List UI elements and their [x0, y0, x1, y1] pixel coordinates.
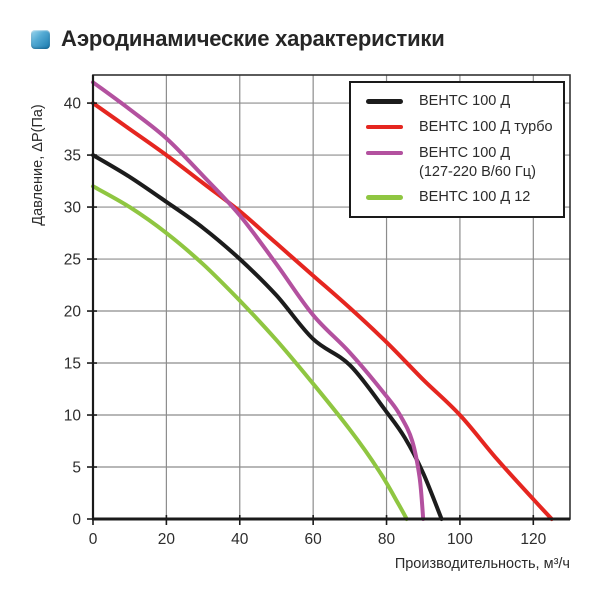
- chart-header: Аэродинамические характеристики: [31, 26, 445, 52]
- aerodynamic-chart: 0 20 40 60 80 100 120 0 5 10 15 20 25 30 35 40 Производ…: [0, 60, 600, 600]
- y-tick-label: 15: [64, 356, 81, 373]
- legend-label: ВЕНТС 100 Д (127-220 В/60 Гц): [419, 144, 536, 180]
- curve-3: [91, 80, 426, 521]
- chart-legend: ВЕНТС 100 Д ВЕНТС 100 Д турбо ВЕНТС 100 Д(…: [349, 81, 565, 219]
- legend-line-swatch: [366, 195, 403, 200]
- y-tick-label: 20: [64, 304, 82, 321]
- legend-item-3: ВЕНТС 100 Д (127-220 В/60 Гц): [351, 144, 553, 182]
- legend-line-swatch: [366, 99, 403, 104]
- x-tick-label: 60: [305, 531, 323, 548]
- y-tick-label: 5: [72, 460, 81, 477]
- legend-line-swatch: [366, 124, 403, 130]
- axes-and-ticks: [87, 75, 570, 525]
- y-tick-label: 40: [64, 96, 82, 113]
- x-axis-label: Производительность, м³/ч: [395, 556, 570, 572]
- legend-item-2: ВЕНТС 100 Д турбо: [351, 118, 553, 137]
- curve-1: [91, 153, 444, 521]
- y-tick-label: 10: [64, 408, 82, 425]
- legend-label: ВЕНТС 100 Д турбо: [419, 118, 553, 135]
- y-tick-label: 25: [64, 252, 81, 269]
- y-tick-label: 35: [64, 148, 81, 165]
- legend-label: ВЕНТС 100 Д 12: [419, 189, 531, 206]
- curve-2: [91, 101, 554, 521]
- x-tick-label: 80: [378, 531, 396, 548]
- y-tick-label: 0: [72, 512, 81, 529]
- x-tick-label: 0: [89, 531, 98, 548]
- legend-item-4: ВЕНТС 100 Д 12: [351, 188, 553, 207]
- legend-item-1: ВЕНТС 100 Д: [351, 92, 553, 111]
- x-tick-label: 40: [231, 531, 249, 548]
- y-tick-label: 30: [64, 200, 82, 217]
- blue-square-bullet-icon: [31, 29, 50, 49]
- page-title: Аэродинамические характеристики: [61, 26, 445, 51]
- x-tick-label: 100: [447, 531, 473, 548]
- x-tick-label: 120: [520, 531, 546, 548]
- tick-labels: 0 20 40 60 80 100 120 0 5 10 15 20 25 30 35 40: [64, 96, 547, 548]
- y-axis-label: Давление, ΔP(Па): [30, 104, 46, 226]
- legend-line-swatch: [366, 150, 403, 156]
- curve-4: [91, 184, 409, 521]
- data-curves: [91, 80, 554, 521]
- x-tick-label: 20: [158, 531, 176, 548]
- legend-label: ВЕНТС 100 Д: [419, 93, 511, 109]
